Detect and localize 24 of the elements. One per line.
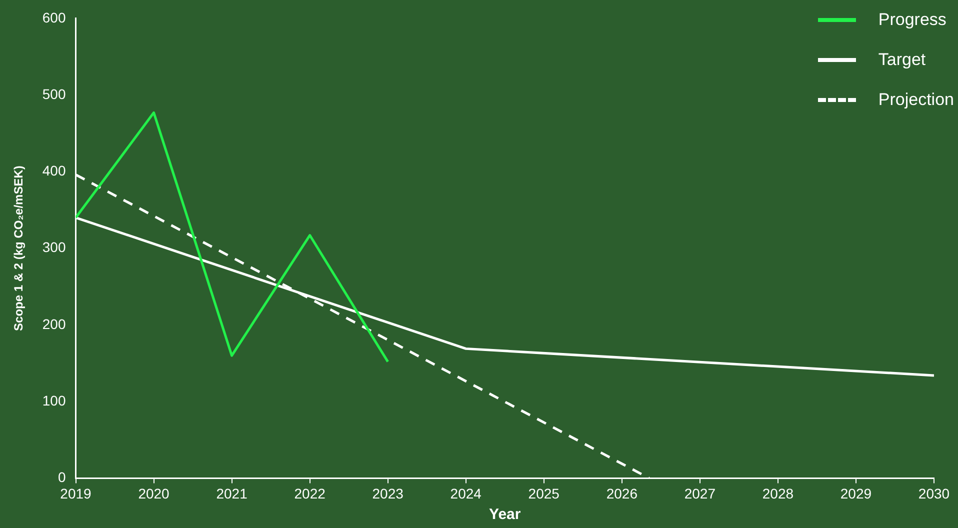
x-axis-title: Year — [489, 506, 521, 524]
y-tick-label: 400 — [42, 162, 66, 179]
x-tick-label: 2028 — [762, 485, 794, 502]
y-axis-title: Scope 1 & 2 (kg CO₂e/mSEK) — [12, 166, 26, 331]
x-tick-label: 2020 — [138, 485, 170, 502]
x-tick-label: 2030 — [918, 485, 950, 502]
y-tick-label: 0 — [58, 469, 66, 486]
y-tick-label: 100 — [42, 392, 66, 408]
x-tick-label: 2023 — [372, 485, 404, 502]
x-tick-label: 2026 — [606, 485, 638, 502]
legend-label: Target — [878, 50, 926, 70]
y-tick-label: 500 — [42, 86, 66, 102]
legend-label: Progress — [878, 10, 946, 30]
y-tick-label: 200 — [42, 316, 66, 332]
x-tick-label: 2029 — [840, 485, 872, 502]
y-tick-label: 600 — [42, 9, 66, 26]
x-tick-label: 2025 — [528, 485, 560, 502]
x-tick-label: 2019 — [60, 485, 92, 502]
y-tick-label: 300 — [42, 239, 66, 256]
x-tick-label: 2022 — [294, 485, 326, 502]
legend-label: Projection — [878, 90, 954, 110]
x-tick-label: 2021 — [216, 485, 248, 502]
x-tick-label: 2027 — [684, 485, 716, 502]
x-tick-label: 2024 — [450, 485, 482, 502]
